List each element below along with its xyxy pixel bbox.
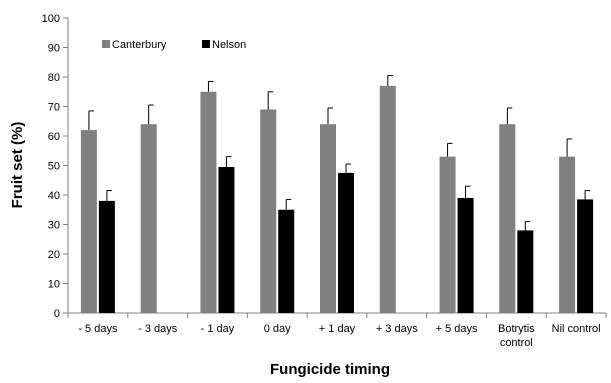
x-tick-label: Botrytis xyxy=(498,323,535,335)
x-tick-label: + 1 day xyxy=(319,323,356,335)
y-tick-label: 40 xyxy=(48,190,60,202)
y-axis: 0 10 20 30 40 50 60 70 80 90 100 xyxy=(42,13,69,320)
y-axis-title: Fruit set (%) xyxy=(9,122,26,209)
y-tick-label: 0 xyxy=(54,308,60,320)
y-tick-label: 70 xyxy=(48,102,60,114)
legend: Canterbury Nelson xyxy=(102,39,246,51)
x-tick-label: - 5 days xyxy=(78,323,118,335)
bar-nelson xyxy=(457,197,474,313)
x-tick-label: Nil control xyxy=(552,323,601,335)
legend-swatch-nelson xyxy=(202,40,210,48)
y-tick-label: 10 xyxy=(48,279,60,291)
bar-nelson xyxy=(98,200,115,313)
bar-canterbury xyxy=(140,124,157,313)
x-tick-label: 0 day xyxy=(264,323,291,335)
y-tick-label: 90 xyxy=(48,43,60,55)
y-tick-label: 30 xyxy=(48,220,60,232)
bar-canterbury xyxy=(320,124,336,313)
x-axis: - 5 days - 3 days - 1 day 0 day + 1 day + 3 d… xyxy=(67,312,607,349)
y-tick-label: 60 xyxy=(48,131,60,143)
bar-nelson xyxy=(517,230,534,313)
bar-canterbury xyxy=(260,109,277,313)
x-tick-label: + 5 days xyxy=(436,323,478,335)
bar-nelson xyxy=(278,209,295,313)
x-tick-label: - 3 days xyxy=(138,323,178,335)
bars xyxy=(80,75,594,313)
legend-label-canterbury: Canterbury xyxy=(112,39,167,51)
bar-canterbury xyxy=(439,156,456,313)
bar-canterbury xyxy=(200,91,217,313)
bar-nelson xyxy=(218,166,235,313)
bar-canterbury xyxy=(379,85,396,313)
y-tick-label: 100 xyxy=(42,13,60,25)
x-tick-label: + 3 days xyxy=(376,323,418,335)
x-axis-title: Fungicide timing xyxy=(270,361,390,378)
y-tick-label: 50 xyxy=(48,161,60,173)
y-tick-label: 20 xyxy=(48,249,60,261)
bar-nelson xyxy=(577,199,594,313)
x-tick-label: control xyxy=(500,337,533,349)
y-tick-label: 80 xyxy=(48,72,60,84)
legend-label-nelson: Nelson xyxy=(212,39,246,51)
bar-canterbury xyxy=(80,130,97,313)
bar-nelson xyxy=(338,172,354,313)
bar-canterbury xyxy=(499,124,516,313)
bar-canterbury xyxy=(559,156,576,313)
x-tick-label: - 1 day xyxy=(201,323,235,335)
legend-swatch-canterbury xyxy=(102,40,110,48)
